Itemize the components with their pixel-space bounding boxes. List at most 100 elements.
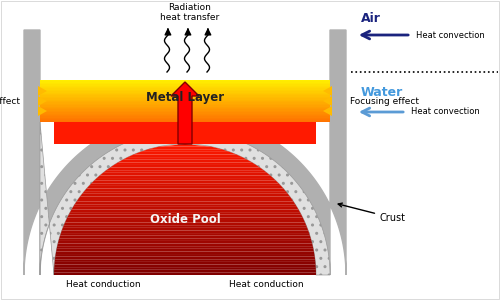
Polygon shape — [40, 91, 330, 93]
Polygon shape — [94, 178, 276, 181]
Polygon shape — [92, 181, 278, 183]
Polygon shape — [58, 238, 312, 241]
Polygon shape — [40, 110, 330, 111]
Polygon shape — [38, 86, 47, 96]
Polygon shape — [84, 188, 285, 191]
Polygon shape — [54, 259, 316, 262]
Polygon shape — [40, 108, 330, 110]
Polygon shape — [323, 86, 332, 96]
Polygon shape — [40, 106, 330, 108]
Polygon shape — [123, 157, 247, 160]
Polygon shape — [40, 121, 330, 122]
Polygon shape — [74, 202, 296, 204]
Polygon shape — [40, 85, 330, 87]
Text: Oxide Pool: Oxide Pool — [150, 214, 220, 226]
Polygon shape — [82, 191, 288, 194]
Polygon shape — [40, 105, 330, 106]
Polygon shape — [60, 233, 310, 236]
Text: Heat conduction: Heat conduction — [66, 280, 141, 289]
Polygon shape — [40, 118, 330, 119]
Polygon shape — [61, 230, 309, 233]
Polygon shape — [38, 96, 47, 106]
Polygon shape — [40, 83, 330, 84]
Polygon shape — [97, 176, 273, 178]
Polygon shape — [323, 106, 332, 116]
Polygon shape — [40, 90, 330, 91]
Polygon shape — [114, 162, 256, 165]
Text: Heat conduction: Heat conduction — [229, 280, 304, 289]
Text: Heat convection: Heat convection — [411, 107, 480, 116]
Polygon shape — [40, 100, 330, 101]
Polygon shape — [40, 98, 330, 100]
Polygon shape — [54, 262, 316, 265]
Text: Metal Layer: Metal Layer — [146, 92, 224, 104]
Polygon shape — [78, 196, 292, 199]
Polygon shape — [68, 215, 302, 217]
Text: Heat convection: Heat convection — [416, 31, 485, 40]
Polygon shape — [148, 147, 222, 149]
Polygon shape — [40, 111, 330, 112]
Polygon shape — [54, 267, 316, 270]
Polygon shape — [70, 209, 300, 212]
Polygon shape — [110, 165, 260, 168]
Polygon shape — [134, 152, 236, 154]
Polygon shape — [40, 116, 330, 118]
Polygon shape — [40, 112, 330, 114]
Polygon shape — [40, 87, 330, 88]
Polygon shape — [56, 249, 314, 251]
Polygon shape — [40, 88, 330, 90]
Polygon shape — [56, 251, 314, 254]
Polygon shape — [40, 94, 330, 95]
Polygon shape — [40, 114, 330, 115]
Text: Focusing effect: Focusing effect — [350, 97, 419, 106]
Polygon shape — [40, 102, 330, 104]
Polygon shape — [103, 170, 267, 173]
Text: Crust: Crust — [338, 203, 406, 223]
Text: Focusing effect: Focusing effect — [0, 97, 20, 106]
Polygon shape — [76, 199, 294, 202]
Polygon shape — [65, 220, 305, 223]
Polygon shape — [106, 168, 264, 170]
Polygon shape — [63, 225, 307, 228]
Polygon shape — [24, 30, 346, 275]
Polygon shape — [40, 122, 330, 275]
Polygon shape — [159, 144, 211, 147]
Polygon shape — [58, 241, 312, 244]
Polygon shape — [40, 81, 330, 83]
Polygon shape — [64, 223, 306, 225]
FancyArrow shape — [171, 82, 199, 144]
Polygon shape — [56, 254, 314, 257]
Polygon shape — [40, 97, 330, 98]
Text: Air: Air — [361, 11, 381, 25]
Polygon shape — [80, 194, 290, 196]
Polygon shape — [86, 186, 284, 188]
Polygon shape — [72, 207, 298, 209]
Polygon shape — [54, 265, 316, 267]
Polygon shape — [54, 272, 316, 275]
Polygon shape — [40, 115, 330, 116]
Polygon shape — [40, 95, 330, 97]
Polygon shape — [128, 154, 242, 157]
Polygon shape — [118, 160, 252, 162]
Polygon shape — [68, 212, 302, 215]
Polygon shape — [54, 270, 316, 272]
Polygon shape — [73, 204, 297, 207]
Polygon shape — [40, 93, 330, 94]
Polygon shape — [40, 119, 330, 121]
Polygon shape — [40, 101, 330, 102]
Text: Radiation
heat transfer: Radiation heat transfer — [160, 3, 220, 22]
Polygon shape — [40, 84, 330, 86]
Polygon shape — [38, 106, 47, 116]
Polygon shape — [140, 149, 230, 152]
Polygon shape — [57, 244, 313, 246]
Polygon shape — [54, 122, 316, 144]
Polygon shape — [100, 173, 270, 175]
Polygon shape — [59, 236, 311, 238]
Text: Water: Water — [361, 85, 403, 98]
Polygon shape — [323, 96, 332, 106]
Polygon shape — [62, 228, 308, 230]
Polygon shape — [56, 246, 314, 249]
Polygon shape — [55, 257, 315, 259]
Polygon shape — [40, 104, 330, 105]
Polygon shape — [89, 183, 281, 186]
